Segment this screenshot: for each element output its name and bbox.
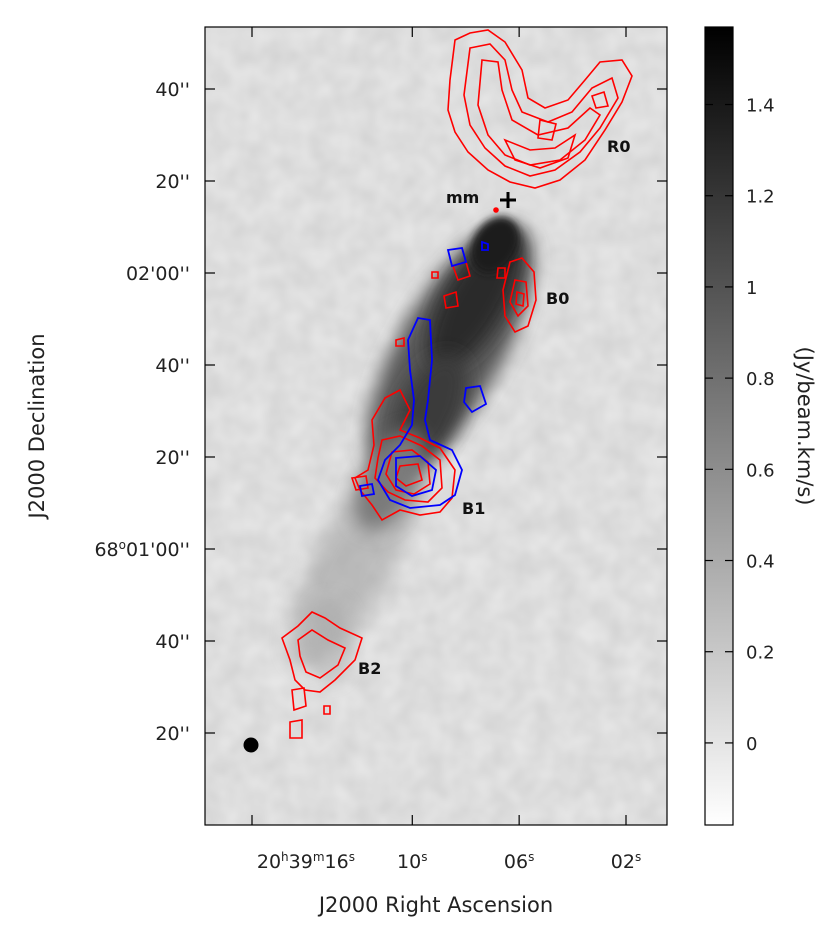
cb-tick-label-4: 0.8 (746, 369, 775, 390)
x-axis-title: J2000 Right Ascension (317, 893, 553, 917)
r0-contour-5 (537, 119, 557, 141)
x-tick-label-0: 20h39m16s (257, 850, 355, 873)
mm-cross (500, 192, 516, 208)
blue-contour-inner (395, 455, 437, 497)
label-r0: R0 (607, 137, 630, 156)
x-tick-label-2: 06s (504, 850, 534, 873)
b2-contour-s1 (291, 687, 307, 712)
panel-frame (204, 26, 668, 826)
r0-contour-4 (503, 133, 577, 169)
emission-image (205, 27, 667, 825)
y-tick-label-3: 40'' (155, 355, 190, 377)
r0-contour-outer (447, 29, 633, 189)
emission-peak (470, 216, 520, 274)
colorbar-gradient (704, 26, 734, 826)
y-tick-label-7: 20'' (155, 723, 190, 745)
y-tick-label-4: 20'' (155, 447, 190, 469)
faint-emission-south (308, 600, 352, 680)
y-tick-label-6: 40'' (155, 631, 190, 653)
b1-contour-2 (374, 435, 443, 503)
b1-contour-5 (350, 475, 369, 491)
annotations: mm R0 B0 B1 B2 (243, 137, 630, 753)
r0-contour-3 (477, 59, 602, 166)
label-b0: B0 (546, 289, 569, 308)
blue-contour-knot-2 (463, 385, 488, 414)
colorbar: 0 0.2 0.4 0.6 0.8 1 1.2 1.4 (Jy/beam.km/s) (704, 26, 817, 826)
y-tick-label-0: 40'' (155, 79, 190, 101)
b2-contour-s3 (323, 705, 331, 715)
y-axis: 40'' 20'' 02'00'' 40'' 20'' 68o01'00'' 40'' 20'… (94, 79, 667, 745)
blue-contour-knot-1 (446, 246, 468, 268)
knot-contour-b (496, 267, 506, 279)
cb-tick-label-0: 0 (746, 734, 757, 755)
y-tick-label-2: 02'00'' (126, 263, 190, 285)
cb-tick-label-1: 0.2 (746, 643, 775, 664)
cb-tick-label-2: 0.4 (746, 552, 775, 573)
colorbar-label: (Jy/beam.km/s) (793, 347, 817, 506)
cb-tick-label-7: 1.4 (746, 96, 775, 117)
colorbar-ticks: 0 0.2 0.4 0.6 0.8 1 1.2 1.4 (705, 96, 775, 755)
red-contours (281, 29, 633, 739)
knot-contour-c (443, 290, 459, 309)
x-axis: 20h39m16s 10s 06s 02s (251, 27, 641, 873)
y-tick-label-5: 68o01'00'' (94, 538, 190, 561)
y-tick-label-1: 20'' (155, 171, 190, 193)
r0-contour-2 (463, 43, 619, 177)
label-b1: B1 (462, 499, 485, 518)
label-mm: mm (446, 188, 479, 207)
b2-contour-inner (297, 629, 347, 679)
b0-contour-core (515, 290, 525, 308)
label-b2: B2 (358, 659, 381, 678)
beam-ellipse (243, 737, 259, 753)
cb-tick-label-3: 0.6 (746, 460, 775, 481)
cb-tick-label-6: 1.2 (746, 187, 775, 208)
b2-contour-s2 (289, 719, 303, 739)
knot-contour-d (395, 336, 405, 347)
r0-contour-6 (590, 90, 610, 109)
mm-red-dot (493, 207, 499, 213)
b1-contour-3 (385, 449, 431, 495)
b0-contour-inner (509, 279, 529, 318)
blue-contour-knot-3 (481, 240, 489, 251)
b0-contour-outer (502, 257, 537, 334)
cb-tick-label-5: 1 (746, 278, 757, 299)
blue-contour-main (377, 316, 463, 509)
blue-contours (358, 240, 489, 509)
knot-contour-e (431, 271, 439, 279)
y-axis-title: J2000 Declination (25, 333, 49, 520)
b2-contour-outer (281, 611, 363, 693)
x-tick-label-1: 10s (397, 850, 427, 873)
blue-contour-knot-4 (358, 482, 376, 498)
x-tick-label-3: 02s (611, 850, 641, 873)
